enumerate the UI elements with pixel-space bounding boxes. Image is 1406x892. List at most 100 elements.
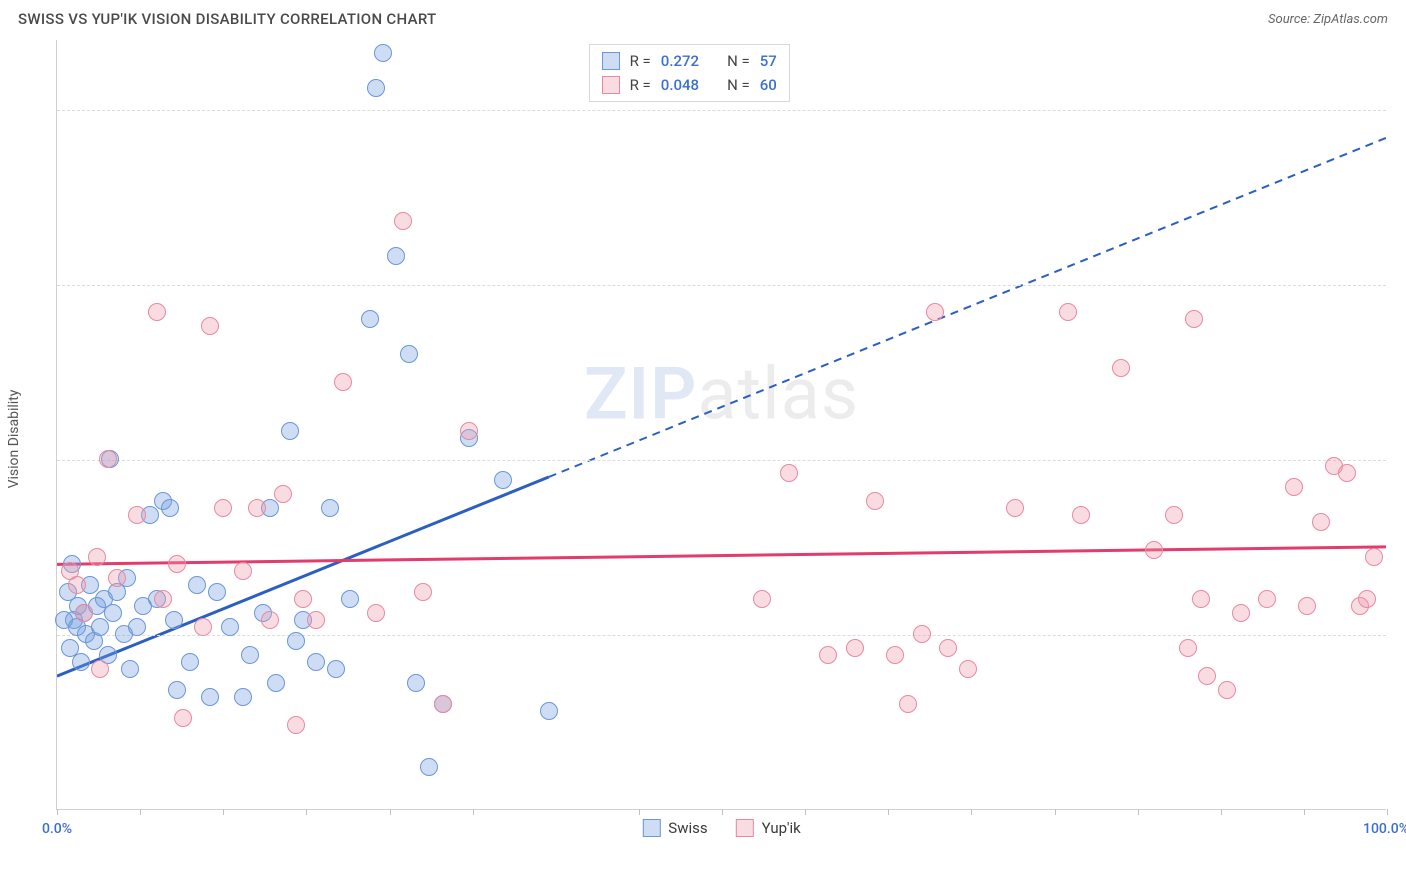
scatter-point: [400, 345, 418, 363]
scatter-point: [307, 611, 325, 629]
stat-label-n: N =: [727, 73, 750, 97]
scatter-point: [1258, 590, 1276, 608]
trendline-dashed: [549, 138, 1386, 477]
scatter-point: [1232, 604, 1250, 622]
scatter-point: [753, 590, 771, 608]
scatter-point: [367, 79, 385, 97]
scatter-point: [121, 660, 139, 678]
scatter-point: [1185, 310, 1203, 328]
scatter-point: [321, 499, 339, 517]
scatter-point: [939, 639, 957, 657]
legend-stats-row-yupik: R = 0.048 N = 60: [602, 73, 777, 97]
scatter-point: [819, 646, 837, 664]
scatter-point: [361, 310, 379, 328]
swiss-r-value: 0.272: [661, 49, 699, 73]
scatter-point: [307, 653, 325, 671]
legend-label-swiss: Swiss: [668, 819, 707, 837]
watermark-suffix: atlas: [697, 351, 859, 436]
scatter-point: [374, 44, 392, 62]
scatter-point: [234, 688, 252, 706]
scatter-point: [407, 674, 425, 692]
watermark: ZIPatlas: [584, 351, 859, 436]
scatter-point: [261, 611, 279, 629]
x-tick: [390, 809, 391, 815]
scatter-point: [248, 499, 266, 517]
scatter-point: [91, 618, 109, 636]
scatter-point: [128, 506, 146, 524]
scatter-point: [1145, 541, 1163, 559]
x-tick: [57, 809, 58, 815]
scatter-point: [1072, 506, 1090, 524]
x-tick: [1304, 809, 1305, 815]
scatter-point: [68, 576, 86, 594]
gridline: [57, 635, 1386, 636]
yupik-n-value: 60: [760, 73, 777, 97]
scatter-point: [394, 212, 412, 230]
stat-label-r: R =: [630, 49, 651, 73]
yupik-r-value: 0.048: [661, 73, 699, 97]
scatter-point: [75, 604, 93, 622]
scatter-point: [866, 492, 884, 510]
stat-label-r: R =: [630, 73, 651, 97]
scatter-point: [1218, 681, 1236, 699]
scatter-point: [201, 317, 219, 335]
x-tick: [1387, 809, 1388, 815]
scatter-point: [1179, 639, 1197, 657]
scatter-point: [1358, 590, 1376, 608]
trendlines-svg: [57, 40, 1386, 809]
x-tick: [140, 809, 141, 815]
scatter-point: [104, 604, 122, 622]
scatter-point: [281, 422, 299, 440]
scatter-point: [287, 632, 305, 650]
scatter-point: [287, 716, 305, 734]
scatter-point: [1192, 590, 1210, 608]
scatter-point: [241, 646, 259, 664]
scatter-point: [168, 681, 186, 699]
scatter-point: [72, 653, 90, 671]
scatter-point: [1006, 499, 1024, 517]
scatter-point: [221, 618, 239, 636]
legend-stats-row-swiss: R = 0.272 N = 57: [602, 49, 777, 73]
legend-item-yupik: Yup'ik: [736, 819, 801, 837]
x-tick: [473, 809, 474, 815]
x-axis-max-label: 100.0%: [1363, 821, 1406, 837]
source-attribution: Source: ZipAtlas.com: [1268, 12, 1388, 27]
gridline: [57, 110, 1386, 111]
scatter-point: [846, 639, 864, 657]
trendline-solid: [57, 547, 1386, 564]
scatter-point: [341, 590, 359, 608]
scatter-point: [99, 450, 117, 468]
scatter-point: [926, 303, 944, 321]
stat-label-n: N =: [727, 49, 750, 73]
scatter-point: [128, 618, 146, 636]
scatter-point: [420, 758, 438, 776]
scatter-point: [780, 464, 798, 482]
x-tick: [639, 809, 640, 815]
scatter-point: [367, 604, 385, 622]
scatter-point: [234, 562, 252, 580]
scatter-point: [91, 660, 109, 678]
scatter-point: [959, 660, 977, 678]
gridline: [57, 460, 1386, 461]
x-tick: [306, 809, 307, 815]
scatter-point: [913, 625, 931, 643]
x-tick: [722, 809, 723, 815]
scatter-point: [214, 499, 232, 517]
scatter-point: [174, 709, 192, 727]
legend-series-box: Swiss Yup'ik: [642, 819, 800, 837]
scatter-point: [181, 653, 199, 671]
scatter-point: [1285, 478, 1303, 496]
scatter-point: [387, 247, 405, 265]
scatter-point: [899, 695, 917, 713]
scatter-point: [334, 373, 352, 391]
scatter-point: [161, 499, 179, 517]
scatter-point: [274, 485, 292, 503]
chart-container: Vision Disability ZIPatlas R = 0.272 N =…: [42, 40, 1392, 838]
x-axis-min-label: 0.0%: [42, 821, 72, 837]
scatter-point: [267, 674, 285, 692]
scatter-point: [1312, 513, 1330, 531]
x-tick: [1221, 809, 1222, 815]
scatter-point: [188, 576, 206, 594]
x-tick: [805, 809, 806, 815]
scatter-point: [168, 555, 186, 573]
